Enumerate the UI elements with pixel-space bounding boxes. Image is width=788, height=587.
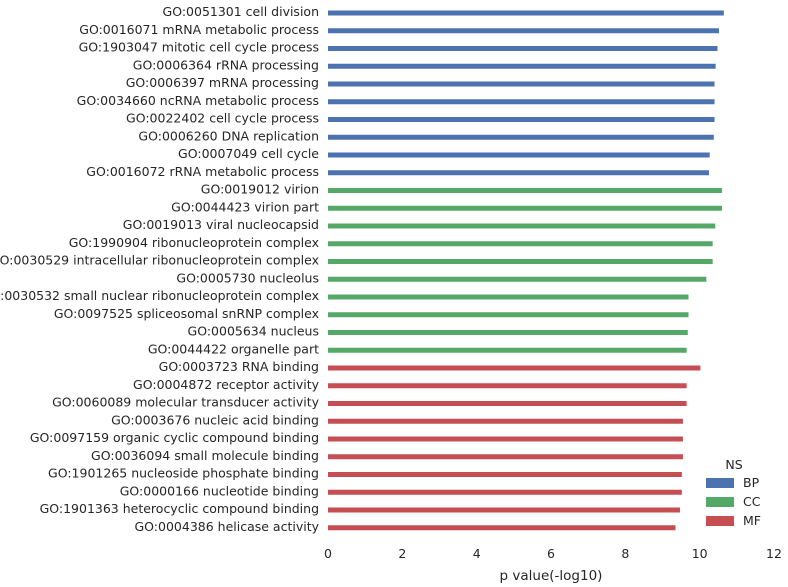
bar xyxy=(328,507,680,513)
x-tick-label: 10 xyxy=(692,546,708,561)
category-label: GO:1901265 nucleoside phosphate binding xyxy=(48,466,319,481)
category-label: GO:0036094 small molecule binding xyxy=(91,448,319,463)
category-labels-group: GO:0051301 cell division GO:0016071 mRNA … xyxy=(0,4,320,534)
category-label: GO:1903047 mitotic cell cycle process xyxy=(79,40,319,55)
category-label: GO:0097525 spliceosomal snRNP complex xyxy=(54,306,319,321)
x-tick-label: 8 xyxy=(621,546,629,561)
category-label: GO:0016072 rRNA metabolic process xyxy=(86,164,319,179)
bar xyxy=(328,99,715,105)
legend-label: CC xyxy=(743,494,761,509)
bar xyxy=(328,63,716,69)
category-label: GO:0006260 DNA replication xyxy=(138,128,319,143)
bar xyxy=(328,117,715,122)
x-ticks-group: 0 2 4 6 8 10 12 xyxy=(324,546,782,561)
legend-label: MF xyxy=(743,513,761,528)
category-label: GO:0005730 nucleolus xyxy=(176,270,319,285)
bar xyxy=(328,401,687,406)
legend-title: NS xyxy=(725,457,742,472)
bar xyxy=(328,10,724,16)
bar xyxy=(328,312,689,318)
category-label: GO:0030529 intracellular ribonucleoprote… xyxy=(0,253,319,268)
category-label: GO:0051301 cell division xyxy=(163,4,319,19)
bar xyxy=(328,365,701,371)
bars-group xyxy=(328,10,724,531)
bar xyxy=(328,383,687,389)
category-label: GO:0034660 ncRNA metabolic process xyxy=(77,93,319,108)
x-tick-label: 4 xyxy=(473,546,481,561)
category-label: GO:0003676 nucleic acid binding xyxy=(111,412,319,427)
category-label: GO:0030532 small nuclear ribonucleoprote… xyxy=(0,288,319,303)
category-label: GO:0007049 cell cycle xyxy=(178,146,319,161)
category-label: GO:1901363 heterocyclic compound binding xyxy=(40,501,319,516)
category-label: GO:0006397 mRNA processing xyxy=(126,75,319,90)
x-tick-label: 12 xyxy=(766,546,782,561)
bar xyxy=(328,205,722,211)
category-label: GO:0019013 viral nucleocapsid xyxy=(123,217,319,232)
bar xyxy=(328,152,710,158)
bar xyxy=(328,294,689,300)
legend-label: BP xyxy=(743,475,760,490)
bar xyxy=(328,170,709,176)
category-label: GO:0003723 RNA binding xyxy=(159,359,319,374)
bar xyxy=(328,276,707,282)
legend-swatch xyxy=(706,516,734,526)
x-tick-label: 0 xyxy=(324,546,332,561)
bar xyxy=(328,525,676,531)
bar xyxy=(328,330,688,335)
bar xyxy=(328,134,714,140)
category-label: GO:1990904 ribonucleoprotein complex xyxy=(69,235,319,250)
x-tick-label: 6 xyxy=(547,546,555,561)
bar xyxy=(328,489,682,495)
category-label: GO:0044423 virion part xyxy=(171,199,319,214)
x-tick-label: 2 xyxy=(398,546,406,561)
category-label: GO:0022402 cell cycle process xyxy=(126,111,319,126)
bar xyxy=(328,81,715,87)
category-label: GO:0004386 helicase activity xyxy=(134,519,319,534)
bar xyxy=(328,472,682,477)
bar xyxy=(328,436,683,442)
legend-entries: BP CC MF xyxy=(706,475,761,528)
bar xyxy=(328,347,687,353)
category-label: GO:0000166 nucleotide binding xyxy=(120,483,319,498)
legend: NS BP CC MF xyxy=(706,457,761,528)
category-label: GO:0005634 nucleus xyxy=(188,324,319,339)
bar xyxy=(328,418,683,424)
category-label: GO:0044422 organelle part xyxy=(148,341,319,356)
bar xyxy=(328,241,713,247)
legend-swatch xyxy=(706,478,734,488)
legend-swatch xyxy=(706,497,734,507)
bar xyxy=(328,188,722,193)
category-label: GO:0019012 virion xyxy=(201,182,319,197)
x-axis-label: p value(-log10) xyxy=(500,568,603,584)
category-label: GO:0060089 molecular transducer activity xyxy=(52,395,320,410)
bar xyxy=(328,46,718,51)
category-label: GO:0097159 organic cyclic compound bindi… xyxy=(30,430,319,445)
bar xyxy=(328,259,713,264)
bar xyxy=(328,223,716,229)
category-label: GO:0006364 rRNA processing xyxy=(133,57,319,72)
bar xyxy=(328,454,683,460)
bar xyxy=(328,28,719,34)
category-label: GO:0016071 mRNA metabolic process xyxy=(79,22,319,37)
category-label: GO:0004872 receptor activity xyxy=(133,377,320,392)
